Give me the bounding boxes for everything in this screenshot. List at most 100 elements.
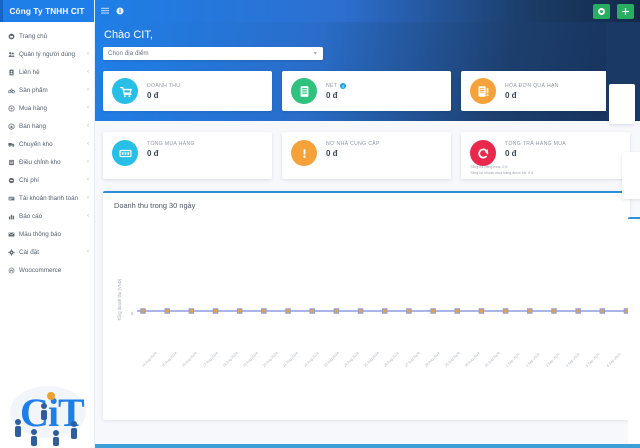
- sidebar-item-11[interactable]: Mẫu thông báo: [0, 225, 94, 243]
- card-label: HÓA ĐƠN QUÁ HẠN: [505, 83, 559, 89]
- sidebar-item-label: Chuyển kho: [19, 140, 53, 148]
- summary-card-2[interactable]: HÓA ĐƠN QUÁ HẠN 0 đ: [461, 71, 630, 111]
- sell-icon: [8, 122, 19, 130]
- card-label: TỔNG TRẢ HÀNG MUA: [505, 141, 567, 147]
- page-title: Chào CIT,: [104, 29, 153, 41]
- card-value: 0 đ: [505, 91, 517, 100]
- exclamation-icon: [291, 140, 317, 166]
- card-text: DOANH THU 0 đ: [147, 82, 180, 100]
- sidebar-item-label: Bán hàng: [19, 122, 46, 130]
- product-icon: [8, 87, 19, 94]
- card-text: TỔNG MUA HÀNG 0 đ: [147, 140, 195, 158]
- sidebar-item-label: Tài khoản thanh toán: [19, 194, 79, 202]
- chevron-left-icon: ‹: [87, 195, 89, 201]
- topbar-add-button[interactable]: [617, 3, 634, 19]
- chart-series: [137, 308, 630, 314]
- chart-y-tick-0: 0: [131, 311, 134, 316]
- mail-icon: [8, 231, 19, 238]
- card-label: NỢ NHÀ CUNG CẤP: [326, 141, 380, 147]
- card-text: NET i 0 đ: [326, 82, 347, 100]
- expense-icon: [8, 177, 19, 184]
- svg-text:T: T: [58, 390, 85, 435]
- hero-band: Chào CIT, Chọn địa điểm ▼ DOANH THU 0 đ NE…: [95, 22, 640, 121]
- summary-card-1[interactable]: NỢ NHÀ CUNG CẤP 0 đ: [282, 132, 451, 179]
- right-partial-card-1: [609, 84, 635, 124]
- location-select[interactable]: Chọn địa điểm ▼: [103, 47, 323, 60]
- sidebar-item-label: Liên hệ: [19, 68, 40, 76]
- chevron-left-icon: ‹: [87, 123, 89, 129]
- sidebar-nav: Trang chủ Quản lý người dùng ‹ Liên hệ ‹ Sản …: [0, 22, 94, 279]
- chevron-left-icon: ‹: [87, 51, 89, 57]
- sidebar-item-1[interactable]: Quản lý người dùng ‹: [0, 45, 94, 63]
- cit-logo: C i T: [4, 376, 92, 446]
- card-label: NET i: [326, 83, 347, 89]
- lower-section: TỔNG MUA HÀNG 0 đ NỢ NHÀ CUNG CẤP 0 đ TỔNG T…: [95, 121, 640, 420]
- info-circle-icon[interactable]: [116, 7, 124, 15]
- sidebar-item-10[interactable]: Báo cáo ‹: [0, 207, 94, 225]
- sidebar-item-5[interactable]: Bán hàng ‹: [0, 117, 94, 135]
- chevron-left-icon: ‹: [87, 69, 89, 75]
- chevron-down-icon: ▼: [312, 51, 318, 56]
- chevron-left-icon: ‹: [87, 105, 89, 111]
- truck-icon: [8, 141, 19, 148]
- chevron-left-icon: ‹: [87, 141, 89, 147]
- topbar-gear-button[interactable]: [593, 3, 610, 19]
- card-value: 0 đ: [326, 91, 338, 100]
- sidebar: Công Ty TNHH CIT Trang chủ Quản lý người …: [0, 0, 95, 448]
- card-notes: Tổng trả hàng mua: 0 đ Tổng lợi nhuận mua…: [470, 165, 533, 176]
- summary-card-1[interactable]: NET i 0 đ: [282, 71, 451, 111]
- card-value: 0 đ: [505, 149, 517, 158]
- info-badge[interactable]: i: [340, 83, 347, 89]
- summary-card-2[interactable]: TỔNG TRẢ HÀNG MUA 0 đ Tổng trả hàng mua: 0…: [461, 132, 630, 179]
- right-partial-card-2: [622, 152, 640, 199]
- sidebar-item-label: Điều chỉnh kho: [19, 158, 61, 166]
- sidebar-item-label: Mua hàng: [19, 104, 48, 112]
- home-icon: [8, 33, 19, 40]
- revenue-chart-card: Doanh thu trong 30 ngày Tổng doanh thu (…: [103, 191, 630, 420]
- report-icon: [8, 213, 19, 220]
- brand-title[interactable]: Công Ty TNHH CIT: [0, 0, 94, 22]
- card-value: 0 đ: [326, 149, 338, 158]
- invoice-alert-icon: [470, 78, 496, 104]
- summary-cards-row-1: DOANH THU 0 đ NET i 0 đ HÓA ĐƠN QUÁ HẠN 0 đ: [103, 71, 630, 111]
- summary-card-0[interactable]: TỔNG MUA HÀNG 0 đ: [103, 132, 272, 179]
- sidebar-item-4[interactable]: Mua hàng ‹: [0, 99, 94, 117]
- chevron-left-icon: ‹: [87, 159, 89, 165]
- sidebar-item-12[interactable]: Cài đặt ‹: [0, 243, 94, 261]
- card-text: HÓA ĐƠN QUÁ HẠN 0 đ: [505, 82, 559, 100]
- sidebar-item-2[interactable]: Liên hệ ‹: [0, 63, 94, 81]
- woocommerce-icon: [8, 267, 19, 274]
- sidebar-item-8[interactable]: Chi phí ‹: [0, 171, 94, 189]
- sidebar-item-label: Trang chủ: [19, 32, 48, 40]
- gear-icon: [8, 248, 19, 256]
- sidebar-item-6[interactable]: Chuyển kho ‹: [0, 135, 94, 153]
- bottom-accent-strip: [95, 444, 640, 448]
- sidebar-item-label: Báo cáo: [19, 212, 43, 220]
- main-content: Chào CIT, Chọn địa điểm ▼ DOANH THU 0 đ NE…: [95, 0, 640, 448]
- sidebar-item-label: Cài đặt: [19, 248, 39, 256]
- card-text: TỔNG TRẢ HÀNG MUA 0 đ: [505, 140, 566, 158]
- contact-icon: [8, 69, 19, 76]
- sidebar-item-label: Quản lý người dùng: [19, 50, 75, 58]
- chevron-left-icon: ‹: [87, 249, 89, 255]
- sidebar-item-label: Chi phí: [19, 176, 39, 184]
- chevron-left-icon: ‹: [87, 213, 89, 219]
- sidebar-item-9[interactable]: Tài khoản thanh toán ‹: [0, 189, 94, 207]
- summary-cards-row-2: TỔNG MUA HÀNG 0 đ NỢ NHÀ CUNG CẤP 0 đ TỔNG T…: [103, 121, 630, 179]
- top-bar: [95, 0, 640, 22]
- right-partial-card-3: [628, 217, 640, 446]
- sidebar-item-13[interactable]: Woocommerce: [0, 261, 94, 279]
- return-icon: [470, 140, 496, 166]
- chart-x-axis-labels: 14 Aug 2024 15 Aug 2024 16 Aug 2024 17 Aug …: [141, 351, 626, 403]
- sidebar-item-label: Sản phẩm: [19, 86, 48, 94]
- payment-account-icon: [8, 195, 19, 202]
- location-select-value: Chọn địa điểm: [108, 50, 149, 57]
- stock-adjust-icon: [8, 159, 19, 166]
- hamburger-icon[interactable]: [101, 7, 109, 15]
- cart-icon: [112, 78, 138, 104]
- sidebar-item-3[interactable]: Sản phẩm ‹: [0, 81, 94, 99]
- summary-card-0[interactable]: DOANH THU 0 đ: [103, 71, 272, 111]
- card-note-1: Tổng lợi nhuận mua hàng được trả: 0 đ: [470, 170, 533, 175]
- sidebar-item-0[interactable]: Trang chủ: [0, 27, 94, 45]
- sidebar-item-7[interactable]: Điều chỉnh kho ‹: [0, 153, 94, 171]
